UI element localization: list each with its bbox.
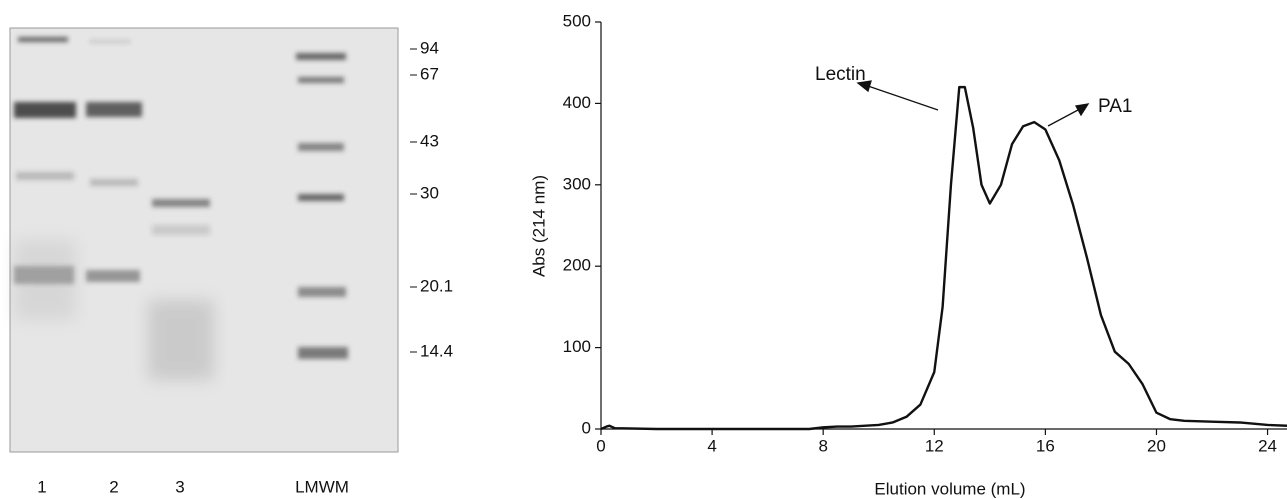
- marker-label: 43: [420, 131, 439, 150]
- y-tick-label: 400: [563, 93, 591, 112]
- marker-label: 94: [420, 38, 439, 57]
- y-tick-label: 500: [563, 11, 591, 30]
- lane-label: 3: [175, 477, 184, 496]
- y-axis-label: Abs (214 nm): [529, 175, 548, 277]
- y-tick-label: 200: [563, 256, 591, 275]
- x-tick-label: 16: [1036, 436, 1055, 455]
- marker-label: 30: [420, 183, 439, 202]
- x-tick-label: 8: [818, 436, 827, 455]
- lane-label: 2: [109, 477, 118, 496]
- marker-label: 14.4: [420, 341, 453, 360]
- lane-label: LMWM: [295, 477, 349, 496]
- gel-image: [10, 28, 398, 452]
- x-tick-label: 4: [707, 436, 716, 455]
- marker-label: 67: [420, 64, 439, 83]
- y-tick-label: 0: [582, 418, 591, 437]
- x-tick-label: 24: [1258, 436, 1277, 455]
- x-tick-label: 20: [1147, 436, 1166, 455]
- x-tick-label: 12: [925, 436, 944, 455]
- x-tick-label: 0: [596, 436, 605, 455]
- marker-label: 20.1: [420, 276, 453, 295]
- y-tick-label: 300: [563, 174, 591, 193]
- figure: Abs (214 nm) Elution volume (mL) 123LMWM…: [0, 0, 1287, 499]
- annotation: PA1: [1098, 96, 1133, 117]
- lane-label: 1: [37, 477, 46, 496]
- annotation: Lectin: [815, 64, 866, 85]
- x-axis-label: Elution volume (mL): [874, 479, 1025, 498]
- annotation-arrows: [858, 81, 1088, 126]
- y-tick-label: 100: [563, 337, 591, 356]
- data-line: [601, 87, 1287, 429]
